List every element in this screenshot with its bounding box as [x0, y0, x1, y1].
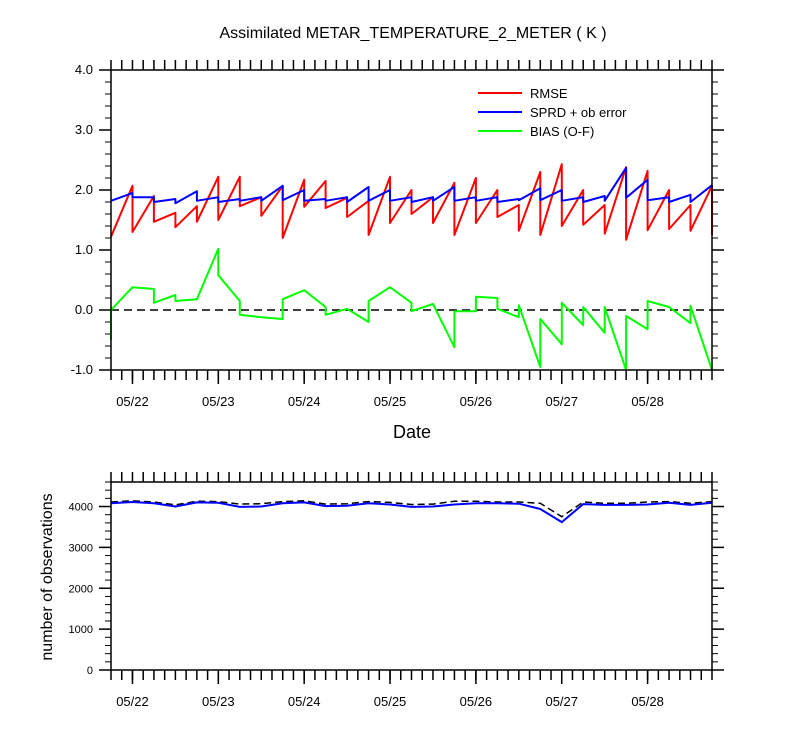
legend: RMSE SPRD + ob error BIAS (O-F) — [478, 86, 627, 139]
plot-frame — [110, 481, 713, 671]
x-tick-label: 05/26 — [460, 694, 493, 709]
y-tick-label: 3000 — [69, 542, 93, 554]
chart-title: Assimilated METAR_TEMPERATURE_2_METER ( … — [219, 25, 606, 42]
x-axis-label: Date — [393, 422, 431, 442]
y-tick-label: 1000 — [69, 624, 93, 636]
x-tick-label: 05/28 — [631, 394, 664, 409]
x-tick-label: 05/22 — [116, 694, 149, 709]
x-tick-label: 05/25 — [374, 694, 407, 709]
x-tick-label: 05/24 — [288, 394, 321, 409]
y-tick-label: 0 — [87, 665, 93, 677]
y-tick-label: 0.0 — [75, 302, 93, 317]
series-line-sprd-ob-error — [110, 166, 713, 205]
y-tick-label: 1.0 — [75, 242, 93, 257]
top-plot: 05/22 05/23 05/24 05/25 05/26 05/27 05/28 -1.0 0… — [71, 60, 724, 409]
y-tick-label: 4000 — [69, 502, 93, 514]
y-axis-label: number of observations — [39, 493, 56, 660]
x-tick-label: 05/22 — [116, 394, 149, 409]
y-tick-label: -1.0 — [71, 362, 93, 377]
x-tick-label: 05/28 — [631, 694, 664, 709]
x-tick-label: 05/23 — [202, 394, 235, 409]
series-line-obs-possible — [110, 500, 713, 518]
bottom-plot: 05/22 05/23 05/24 05/25 05/26 05/27 05/28 0 1000… — [69, 472, 724, 709]
legend-label-bias: BIAS (O-F) — [530, 124, 594, 139]
series-line-rmse — [110, 163, 713, 241]
y-tick-label: 2.0 — [75, 182, 93, 197]
series-line-obs-assimilated — [110, 501, 713, 524]
x-tick-label: 05/27 — [545, 394, 578, 409]
y-tick-label: 3.0 — [75, 122, 93, 137]
x-tick-label: 05/23 — [202, 694, 235, 709]
y-tick-label: 4.0 — [75, 62, 93, 77]
plot-frame — [110, 69, 713, 371]
legend-label-sprd: SPRD + ob error — [530, 105, 627, 120]
series-line-bias-o-f — [110, 247, 713, 371]
x-tick-label: 05/27 — [545, 694, 578, 709]
x-tick-label: 05/25 — [374, 394, 407, 409]
x-tick-label: 05/26 — [460, 394, 493, 409]
y-tick-label: 2000 — [69, 583, 93, 595]
legend-label-rmse: RMSE — [530, 86, 568, 101]
x-tick-label: 05/24 — [288, 694, 321, 709]
